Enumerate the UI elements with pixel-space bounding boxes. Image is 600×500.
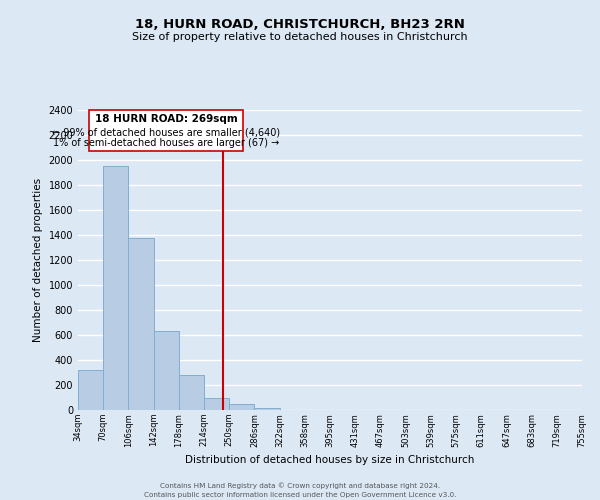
Text: Contains public sector information licensed under the Open Government Licence v3: Contains public sector information licen… bbox=[144, 492, 456, 498]
Bar bbox=[78, 370, 103, 410]
Text: 18 HURN ROAD: 269sqm: 18 HURN ROAD: 269sqm bbox=[95, 114, 238, 124]
Bar bbox=[179, 375, 204, 410]
Text: 1% of semi-detached houses are larger (67) →: 1% of semi-detached houses are larger (6… bbox=[53, 138, 280, 148]
X-axis label: Distribution of detached houses by size in Christchurch: Distribution of detached houses by size … bbox=[185, 455, 475, 465]
Text: Contains HM Land Registry data © Crown copyright and database right 2024.: Contains HM Land Registry data © Crown c… bbox=[160, 482, 440, 489]
FancyBboxPatch shape bbox=[89, 110, 243, 151]
Bar bbox=[128, 238, 154, 410]
Bar bbox=[103, 166, 128, 410]
Y-axis label: Number of detached properties: Number of detached properties bbox=[33, 178, 43, 342]
Bar bbox=[204, 398, 229, 410]
Bar bbox=[154, 331, 179, 410]
Bar bbox=[229, 404, 254, 410]
Text: Size of property relative to detached houses in Christchurch: Size of property relative to detached ho… bbox=[132, 32, 468, 42]
Text: 18, HURN ROAD, CHRISTCHURCH, BH23 2RN: 18, HURN ROAD, CHRISTCHURCH, BH23 2RN bbox=[135, 18, 465, 30]
Bar bbox=[254, 408, 280, 410]
Text: ← 99% of detached houses are smaller (4,640): ← 99% of detached houses are smaller (4,… bbox=[52, 128, 280, 138]
